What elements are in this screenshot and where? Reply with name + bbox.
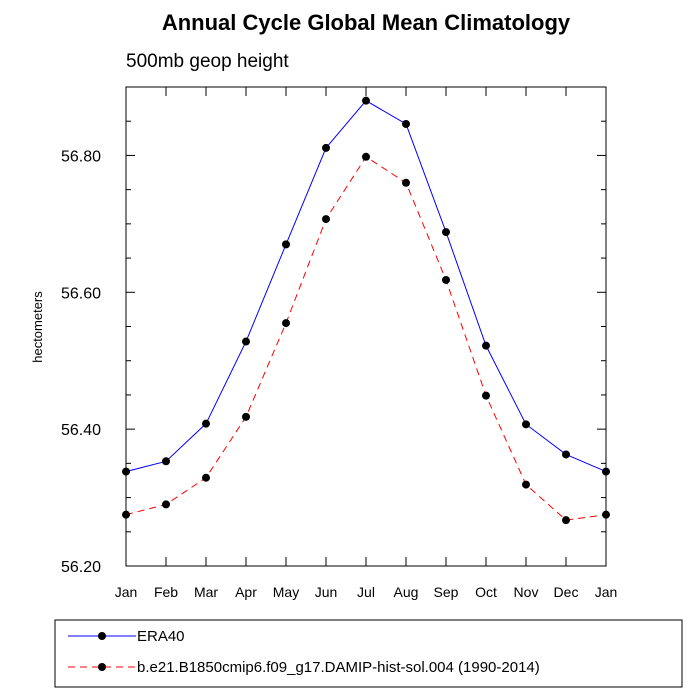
x-tick-label: Jun: [315, 584, 338, 600]
plot-frame: [125, 86, 607, 567]
x-tick-label: Oct: [475, 584, 497, 600]
data-point: [562, 516, 570, 525]
series-layer: [122, 96, 610, 525]
y-axis-label: hectometers: [30, 291, 45, 363]
x-tick-label: Dec: [554, 584, 579, 600]
y-tick-labels: 56.20 56.40 56.60 56.80: [61, 148, 101, 576]
data-point: [162, 500, 170, 509]
x-tick-label: Nov: [514, 584, 539, 600]
data-point: [202, 419, 210, 428]
x-tick-labels: Jan Feb Mar Apr May Jun Jul Aug Sep Oct Nov Dec Jan: [115, 584, 618, 600]
x-tick-label: Sep: [434, 584, 459, 600]
x-tick-label: Jan: [115, 584, 138, 600]
chart-subtitle: 500mb geop height: [126, 51, 289, 72]
data-point: [202, 473, 210, 482]
data-point: [322, 143, 330, 152]
x-tick-label: Feb: [154, 584, 178, 600]
data-point: [362, 96, 370, 105]
data-point: [482, 391, 490, 400]
x-tick-label: Aug: [394, 584, 419, 600]
data-point: [402, 178, 410, 187]
data-point: [242, 337, 250, 346]
x-tick-label: Jul: [357, 584, 375, 600]
data-point: [322, 215, 330, 224]
x-tick-label: Jan: [595, 584, 618, 600]
data-point: [242, 412, 250, 421]
chart-title: Annual Cycle Global Mean Climatology: [162, 10, 571, 35]
legend-box: [54, 619, 683, 688]
legend: ERA40 b.e21.B1850cmip6.f09_g17.DAMIP-hist…: [54, 619, 683, 688]
x-tick-label: May: [273, 584, 299, 600]
data-point: [482, 341, 490, 350]
legend-marker: [98, 663, 106, 671]
series-1: [122, 96, 610, 476]
legend-item: ERA40: [68, 628, 185, 645]
data-point: [522, 480, 530, 489]
legend-label: b.e21.B1850cmip6.f09_g17.DAMIP-hist-sol.…: [137, 659, 540, 676]
data-point: [402, 119, 410, 128]
data-point: [442, 275, 450, 284]
y-tick-label: 56.40: [61, 422, 101, 439]
y-tick-label: 56.80: [61, 148, 101, 165]
data-point: [282, 319, 290, 328]
data-point: [522, 420, 530, 429]
data-point: [562, 450, 570, 459]
data-point: [442, 228, 450, 237]
y-tick-label: 56.60: [61, 285, 101, 302]
x-tick-label: Mar: [194, 584, 218, 600]
x-tick-label: Apr: [235, 584, 257, 600]
series-line: [125, 156, 607, 521]
data-point: [362, 152, 370, 161]
legend-label: ERA40: [137, 628, 185, 645]
y-tick-label: 56.20: [61, 559, 101, 576]
series-2: [122, 152, 610, 525]
legend-item: b.e21.B1850cmip6.f09_g17.DAMIP-hist-sol.…: [68, 659, 540, 676]
data-point: [282, 240, 290, 249]
data-point: [162, 457, 170, 466]
legend-marker: [98, 632, 106, 640]
